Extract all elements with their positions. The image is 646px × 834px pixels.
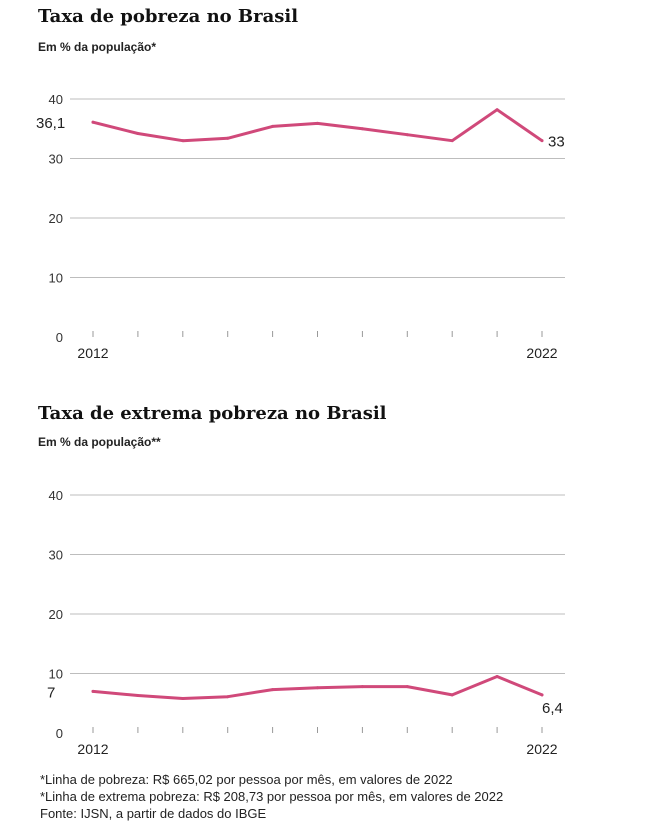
- poverty-data-point: [316, 121, 319, 125]
- extreme-poverty-data-point: [226, 695, 230, 699]
- footnote-poverty-line: *Linha de pobreza: R$ 665,02 por pessoa …: [40, 772, 453, 787]
- poverty-data-point: [226, 136, 230, 140]
- extreme-poverty-rate-chart: 0 10 20 30 40 2012 2022 7 6,4: [47, 488, 565, 757]
- extreme-poverty-data-point: [136, 694, 140, 698]
- extreme-poverty-xtick-label-end: 2022: [526, 741, 557, 757]
- chart2-subtitle: Em % da população**: [38, 435, 161, 449]
- poverty-ytick-label: 30: [49, 152, 63, 167]
- footnote-extreme-poverty-line: *Linha de extrema pobreza: R$ 208,73 por…: [40, 789, 504, 804]
- poverty-data-point: [136, 132, 140, 136]
- extreme-poverty-data-point: [271, 688, 275, 692]
- extreme-poverty-data-point: [495, 674, 499, 678]
- chart2-title: Taxa de extrema pobreza no Brasil: [38, 403, 387, 424]
- chart1-title: Taxa de pobreza no Brasil: [38, 6, 299, 27]
- extreme-poverty-data-point: [91, 689, 95, 693]
- extreme-poverty-data-point: [450, 693, 454, 697]
- poverty-data-point: [450, 139, 454, 143]
- extreme-poverty-ytick-label: 40: [49, 488, 63, 503]
- poverty-start-value-label: 36,1: [36, 115, 65, 132]
- poverty-data-point: [405, 133, 409, 137]
- extreme-poverty-data-point: [540, 693, 544, 697]
- extreme-poverty-data-point: [316, 686, 319, 690]
- poverty-ytick-label: 10: [49, 271, 63, 286]
- extreme-poverty-ytick-label: 30: [49, 548, 63, 563]
- poverty-ytick-label: 40: [49, 92, 63, 107]
- poverty-rate-chart: 0 10 20 30 40 2012 2022 36,1 33: [36, 92, 565, 361]
- extreme-poverty-data-point: [405, 685, 409, 689]
- poverty-data-point: [540, 139, 544, 143]
- extreme-poverty-ytick-label: 10: [49, 667, 63, 682]
- extreme-poverty-ytick-label: 0: [56, 726, 63, 741]
- extreme-poverty-start-value-label: 7: [47, 684, 55, 701]
- poverty-xtick-label-end: 2022: [526, 345, 557, 361]
- extreme-poverty-end-value-label: 6,4: [542, 700, 563, 717]
- poverty-xtick-label-start: 2012: [77, 345, 108, 361]
- poverty-end-value-label: 33: [548, 134, 565, 151]
- poverty-data-point: [271, 124, 275, 128]
- poverty-data-point: [91, 120, 95, 124]
- poverty-data-point: [181, 139, 185, 143]
- extreme-poverty-xtick-label-start: 2012: [77, 741, 108, 757]
- poverty-data-point: [495, 108, 499, 112]
- poverty-ytick-label: 0: [56, 330, 63, 345]
- source-note: Fonte: IJSN, a partir de dados do IBGE: [40, 806, 267, 821]
- extreme-poverty-data-point: [181, 696, 185, 700]
- extreme-poverty-ytick-label: 20: [49, 607, 63, 622]
- poverty-ytick-label: 20: [49, 211, 63, 226]
- chart1-subtitle: Em % da população*: [38, 40, 157, 54]
- poverty-data-point: [360, 127, 364, 131]
- footnotes: *Linha de pobreza: R$ 665,02 por pessoa …: [40, 771, 503, 822]
- extreme-poverty-data-point: [360, 685, 364, 689]
